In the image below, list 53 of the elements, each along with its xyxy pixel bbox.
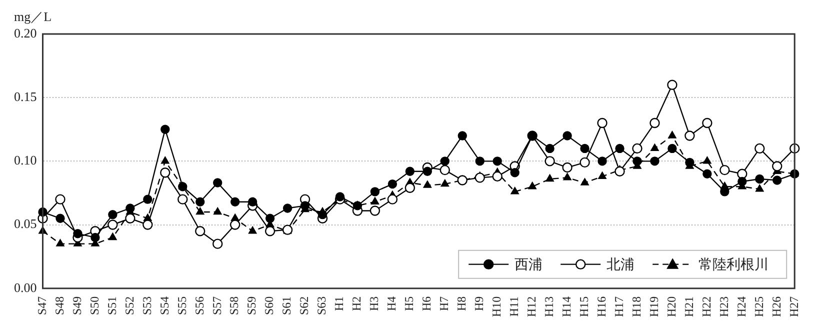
x-tick-label: S54 — [157, 296, 172, 316]
legend-label: 西浦 — [514, 257, 543, 274]
x-tick-label: H25 — [752, 296, 766, 318]
x-tick-label: H9 — [472, 296, 486, 312]
x-tick-label: S57 — [210, 296, 224, 316]
x-tick-label: H14 — [559, 296, 574, 318]
x-tick-label: H6 — [420, 296, 434, 312]
x-tick-label: H11 — [507, 296, 521, 317]
x-tick-label: S59 — [244, 296, 259, 316]
x-tick-label: S60 — [262, 296, 276, 316]
x-tick-label: H3 — [367, 296, 382, 312]
x-tick-label: S56 — [192, 296, 206, 316]
x-tick-label: H21 — [682, 296, 696, 318]
x-tick-label: H7 — [437, 296, 452, 312]
x-tick-label: S61 — [280, 296, 294, 316]
x-tick-label: S49 — [70, 296, 84, 316]
x-tick-label: H2 — [350, 296, 364, 312]
y-tick-label: 0.00 — [14, 280, 37, 295]
x-tick-label: H12 — [524, 296, 538, 318]
legend-label: 常陸利根川 — [698, 257, 769, 274]
y-tick-label: 0.10 — [14, 152, 37, 168]
x-tick-label: H27 — [786, 296, 801, 318]
x-tick-label: H13 — [542, 296, 556, 318]
x-tick-label: S63 — [314, 296, 329, 316]
x-tick-label: S55 — [174, 296, 189, 316]
x-tick-label: H23 — [716, 296, 731, 318]
y-tick-label: 0.20 — [14, 25, 37, 40]
y-axis-title: mg／L — [14, 8, 52, 24]
legend-label: 北浦 — [606, 257, 635, 274]
x-tick-label: S53 — [140, 296, 154, 316]
x-tick-label: H4 — [384, 296, 399, 312]
x-tick-label: H26 — [769, 296, 784, 318]
x-tick-label: S58 — [227, 296, 242, 316]
x-tick-label: H16 — [594, 296, 608, 318]
x-tick-label: H15 — [576, 296, 591, 318]
y-tick-label: 0.15 — [14, 89, 37, 104]
x-tick-label: H22 — [699, 296, 714, 318]
x-tick-label: H1 — [332, 296, 346, 312]
x-tick-label: S52 — [122, 296, 136, 316]
x-tick-label: S62 — [297, 296, 312, 316]
x-tick-label: H10 — [490, 296, 504, 318]
y-tick-label: 0.05 — [14, 216, 37, 232]
x-tick-label: S51 — [104, 296, 119, 316]
x-tick-label: H19 — [646, 296, 661, 318]
x-tick-label: H17 — [612, 296, 626, 318]
x-tick-label: H5 — [402, 296, 416, 312]
x-tick-label: S48 — [52, 296, 66, 316]
x-tick-label: H8 — [454, 296, 469, 312]
x-tick-label: H24 — [734, 296, 748, 318]
x-tick-label: H18 — [629, 296, 644, 318]
x-tick-label: S50 — [87, 296, 102, 316]
x-tick-label: H20 — [664, 296, 678, 318]
x-tick-label: S47 — [34, 296, 49, 316]
